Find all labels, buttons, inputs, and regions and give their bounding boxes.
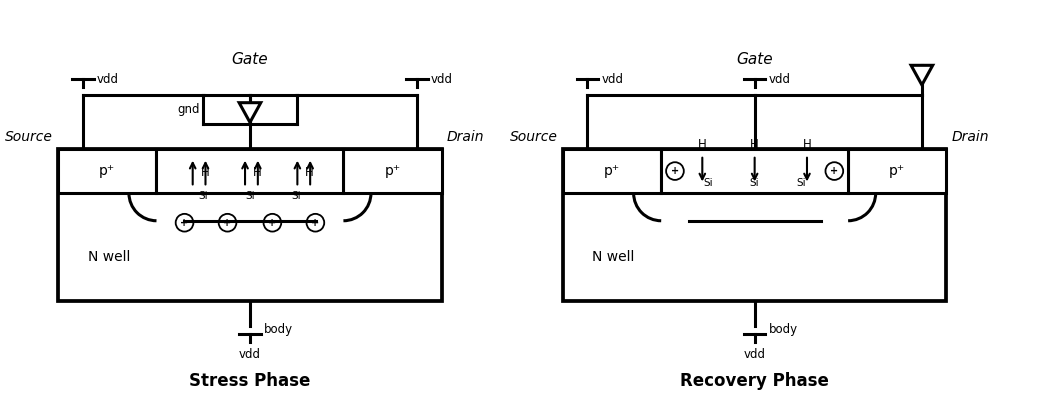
Text: +: + (223, 218, 231, 228)
Text: p⁺: p⁺ (890, 164, 905, 178)
Bar (157, 149, 343, 193)
Text: H: H (253, 166, 261, 179)
Text: body: body (768, 323, 797, 337)
Text: Source: Source (510, 130, 558, 144)
Text: H: H (305, 166, 314, 179)
Bar (563, 149, 662, 193)
Text: Si: Si (796, 178, 806, 188)
Text: H: H (698, 138, 706, 151)
Text: vdd: vdd (744, 348, 765, 361)
Text: Si: Si (245, 191, 255, 201)
Text: vdd: vdd (431, 73, 453, 85)
Text: H: H (200, 166, 209, 179)
Bar (662, 149, 848, 193)
Text: Si: Si (198, 191, 208, 201)
Text: vdd: vdd (601, 73, 623, 85)
Text: +: + (269, 218, 277, 228)
Text: p⁺: p⁺ (604, 164, 620, 178)
Text: Gate: Gate (231, 52, 269, 67)
Text: +: + (311, 218, 319, 228)
Text: Gate: Gate (736, 52, 773, 67)
Text: H: H (751, 138, 759, 151)
Text: Drain: Drain (951, 130, 989, 144)
Bar (58, 149, 157, 193)
Text: Si: Si (291, 191, 302, 201)
Text: Source: Source (5, 130, 53, 144)
Polygon shape (240, 103, 260, 122)
Text: Stress Phase: Stress Phase (190, 372, 311, 390)
Bar (848, 149, 947, 193)
Text: +: + (671, 166, 679, 176)
Text: vdd: vdd (96, 73, 118, 85)
Polygon shape (912, 65, 932, 85)
Text: Drain: Drain (447, 130, 484, 144)
Text: Si: Si (703, 178, 712, 188)
Text: Recovery Phase: Recovery Phase (680, 372, 830, 390)
Bar (563, 149, 947, 301)
Bar (58, 149, 442, 301)
Text: p⁺: p⁺ (100, 164, 115, 178)
Text: +: + (831, 166, 838, 176)
Text: vdd: vdd (239, 348, 261, 361)
Text: gnd: gnd (177, 103, 200, 116)
Text: N well: N well (88, 250, 130, 264)
Text: Si: Si (750, 178, 759, 188)
Text: +: + (180, 218, 189, 228)
Text: H: H (803, 138, 811, 151)
Text: N well: N well (592, 250, 635, 264)
Text: p⁺: p⁺ (385, 164, 400, 178)
Text: body: body (263, 323, 292, 337)
Bar (343, 149, 442, 193)
Text: vdd: vdd (768, 73, 790, 85)
